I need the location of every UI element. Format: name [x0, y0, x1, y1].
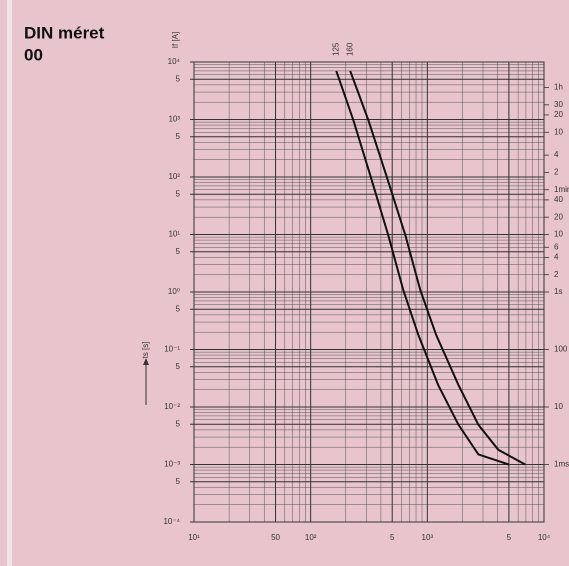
x-tick-label: 10²: [305, 533, 317, 542]
y-tick-label: 10⁻⁴: [163, 517, 180, 526]
y2-tick-label: 4: [554, 150, 559, 159]
y-tick-label: 10⁴: [168, 57, 181, 66]
y-tick-label: 10³: [168, 115, 180, 124]
x-tick-label: 5: [390, 533, 395, 542]
x-tick-label: 10³: [422, 533, 434, 542]
x-axis-label: If [A]: [171, 32, 180, 48]
y2-tick-label: 2: [554, 270, 559, 279]
y2-tick-label: 100: [554, 345, 568, 354]
y-tick-label: 10⁻²: [164, 402, 180, 411]
curve: [335, 70, 510, 466]
series-label: 125: [331, 42, 340, 56]
x-tick-label: 5: [507, 533, 512, 542]
y2-tick-label: 10: [554, 230, 563, 239]
y2-tick-label: 2: [554, 168, 559, 177]
y2-tick-label: 1ms: [554, 460, 569, 469]
y-tick-label: 10⁰: [168, 287, 180, 296]
y2-tick-label: 10: [554, 402, 563, 411]
y-tick-label: 5: [176, 304, 181, 313]
y-tick-label: 5: [176, 74, 181, 83]
y-tick-label: 5: [176, 189, 181, 198]
y-tick-label: 10¹: [168, 230, 180, 239]
side-stripe: [7, 0, 12, 566]
curve: [349, 70, 526, 466]
y-tick-label: 10²: [168, 172, 180, 181]
y2-tick-label: 4: [554, 252, 559, 261]
y-tick-label: 10⁻³: [164, 460, 180, 469]
y2-tick-label: 6: [554, 242, 559, 251]
y2-tick-label: 20: [554, 110, 563, 119]
y-tick-label: 5: [176, 132, 181, 141]
x-tick-label: 50: [271, 533, 280, 542]
x-tick-label: 10⁴: [538, 533, 551, 542]
y-tick-label: 5: [176, 247, 181, 256]
chart-title: DIN méret: [24, 23, 105, 42]
y2-tick-label: 40: [554, 195, 563, 204]
x-tick-label: 10¹: [188, 533, 200, 542]
y2-tick-label: 1s: [554, 287, 562, 296]
y2-tick-label: 30: [554, 100, 563, 109]
y-tick-label: 5: [176, 477, 181, 486]
y-tick-label: 5: [176, 419, 181, 428]
y-tick-label: 5: [176, 362, 181, 371]
y-axis-label: ts [s]: [141, 342, 150, 359]
y-tick-label: 10⁻¹: [164, 345, 180, 354]
y2-tick-label: 10: [554, 127, 563, 136]
axis-arrow-head: [143, 358, 149, 365]
y2-tick-label: 1h: [554, 83, 563, 92]
series-label: 160: [345, 42, 354, 56]
y2-tick-label: 1min: [554, 185, 569, 194]
y2-tick-label: 20: [554, 212, 563, 221]
chart-subtitle: 00: [24, 45, 43, 64]
